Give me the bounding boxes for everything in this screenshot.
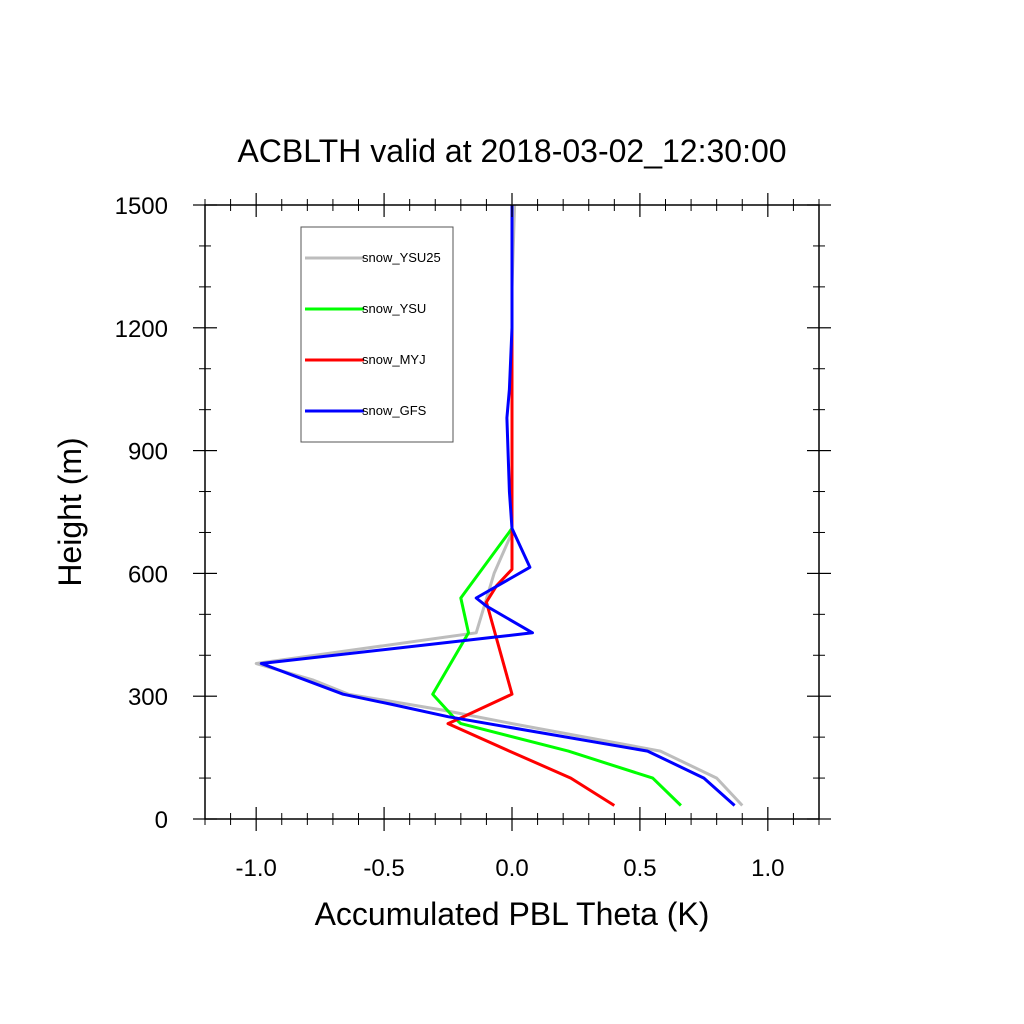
x-axis-label: Accumulated PBL Theta (K) xyxy=(315,896,710,932)
y-axis-label: Height (m) xyxy=(52,437,88,586)
y-tick-label: 1500 xyxy=(115,193,168,220)
series-line-snow_MYJ xyxy=(446,205,616,807)
chart-title: ACBLTH valid at 2018-03-02_12:30:00 xyxy=(237,133,786,169)
x-tick-label: 0.5 xyxy=(623,855,656,882)
series-line-snow_GFS xyxy=(259,205,736,807)
y-tick-label: 600 xyxy=(128,561,168,588)
legend-label-snow_YSU25: snow_YSU25 xyxy=(362,250,441,265)
legend-box xyxy=(300,226,454,443)
series-layer xyxy=(254,204,744,807)
x-tick-label: 0.0 xyxy=(495,855,528,882)
legend-label-snow_YSU: snow_YSU xyxy=(362,301,426,316)
legend-label-snow_MYJ: snow_MYJ xyxy=(362,352,426,367)
legend-label-snow_GFS: snow_GFS xyxy=(362,403,427,418)
y-tick-label: 0 xyxy=(155,807,168,834)
y-tick-label: 900 xyxy=(128,439,168,466)
x-tick-label: 1.0 xyxy=(751,855,784,882)
legend: snow_YSU25 snow_YSU snow_MYJ snow_GFS xyxy=(300,226,454,443)
tick-layer: -1.0 -0.5 0.0 0.5 1.0 0 300 600 900 1200 1500 xyxy=(115,193,831,882)
x-tick-label: -1.0 xyxy=(235,855,276,882)
y-tick-label: 1200 xyxy=(115,316,168,343)
x-tick-label: -0.5 xyxy=(363,855,404,882)
y-tick-label: 300 xyxy=(128,684,168,711)
